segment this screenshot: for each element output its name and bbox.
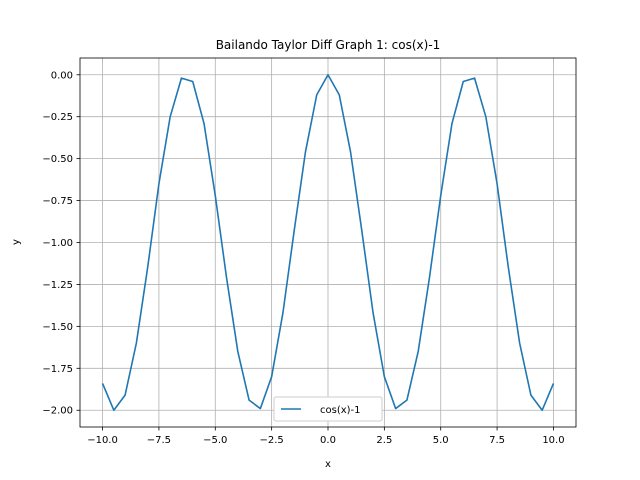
x-axis-label: x (325, 459, 331, 470)
axes-frame (79, 57, 577, 428)
x-tick-label: 10.0 (542, 435, 564, 446)
y-tick-label: −0.25 (42, 112, 73, 123)
x-tick-label: 0.0 (320, 435, 336, 446)
x-tick-label: 7.5 (489, 435, 505, 446)
legend: cos(x)-1 (273, 396, 383, 422)
x-tick-label: 2.5 (376, 435, 392, 446)
ticks: −10.0 −7.5 −5.0 −2.5 0.0 2.5 5.0 7.5 10.0 0.00 −0.… (42, 70, 564, 446)
x-tick-label: −7.5 (147, 435, 171, 446)
x-tick-label: −10.0 (87, 435, 118, 446)
y-tick-label: −1.75 (42, 364, 73, 375)
legend-label: cos(x)-1 (320, 405, 361, 416)
series-line (101, 73, 555, 412)
x-tick-label: 5.0 (433, 435, 449, 446)
y-tick-label: −1.25 (42, 280, 73, 291)
series-lines (101, 73, 555, 412)
chart-title: Bailando Taylor Diff Graph 1: cos(x)-1 (216, 38, 441, 52)
y-tick-label: −1.50 (42, 322, 73, 333)
y-tick-label: 0.00 (51, 70, 73, 81)
plot-area: −10.0 −7.5 −5.0 −2.5 0.0 2.5 5.0 7.5 10.0 0.00 −0.… (42, 57, 577, 446)
legend-box (273, 396, 383, 422)
x-tick-label: −2.5 (259, 435, 283, 446)
y-tick-label: −0.75 (42, 196, 73, 207)
y-axis-label: y (11, 239, 22, 245)
y-tick-label: −0.50 (42, 154, 73, 165)
x-tick-label: −5.0 (203, 435, 227, 446)
y-tick-label: −1.00 (42, 238, 73, 249)
y-tick-label: −2.00 (42, 406, 73, 417)
